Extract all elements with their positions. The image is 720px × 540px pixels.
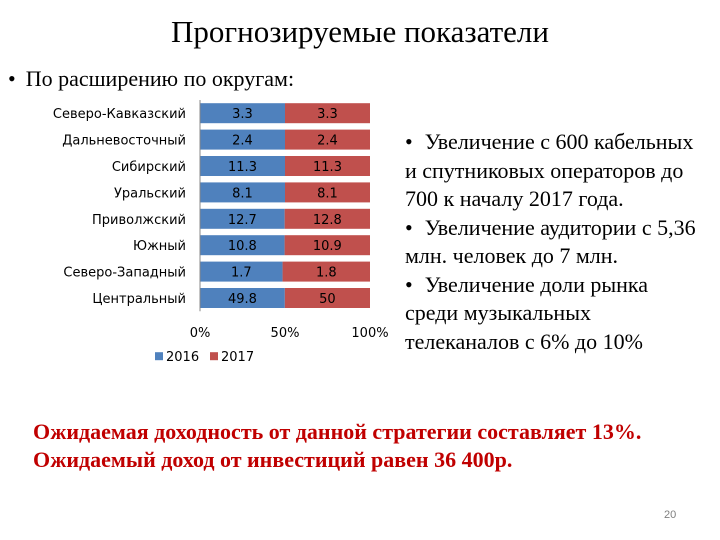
bar-2016 (200, 182, 285, 203)
data-label: 1.7 (231, 266, 252, 281)
legend-swatch (210, 352, 218, 361)
forecast-item-text: Увеличение с 600 кабельных и спутниковых… (405, 129, 694, 211)
bullet-marker: • (405, 129, 413, 154)
forecast-item: • Увеличение аудитории с 5,36 млн. челове… (405, 214, 705, 271)
bar-2017 (284, 288, 370, 308)
data-label: 11.3 (228, 160, 257, 175)
category-label: Северо-Западный (63, 266, 186, 281)
data-label: 50 (319, 292, 336, 307)
bar-2017 (285, 103, 370, 124)
forecast-item-text: Увеличение аудитории с 5,36 млн. человек… (405, 214, 696, 269)
bullet-marker: • (405, 271, 413, 297)
forecast-item-text: Увеличение доли рынка среди музыкальных … (405, 271, 649, 354)
category-label: Приволжский (92, 213, 186, 228)
legend-swatch (155, 352, 163, 361)
bar-2017 (284, 235, 370, 256)
bar-2016 (200, 129, 285, 150)
bar-2016 (200, 235, 285, 256)
data-label: 2.4 (232, 134, 253, 149)
category-label: Уральский (114, 186, 186, 201)
category-label: Центральный (92, 292, 186, 307)
data-label: 12.7 (228, 213, 257, 228)
data-label: 2.4 (317, 134, 338, 149)
bar-2017 (282, 261, 370, 282)
data-label: 12.8 (313, 213, 342, 228)
data-label: 11.3 (313, 160, 342, 175)
data-label: 3.3 (232, 107, 253, 122)
data-label: 8.1 (232, 186, 253, 201)
bullet-marker: • (405, 214, 413, 240)
bar-2017 (285, 182, 370, 203)
intro-text: По расширению по округам: (25, 66, 295, 91)
slide-title: Прогнозируемые показатели (171, 14, 549, 49)
forecast-item: • Увеличение с 600 кабельных и спутниковы… (405, 128, 705, 214)
bar-2016 (200, 261, 283, 282)
bar-2016 (200, 208, 285, 229)
bullet-marker: • (8, 66, 16, 91)
data-label: 8.1 (317, 186, 338, 201)
category-label: Северо-Кавказский (53, 107, 186, 122)
category-label: Дальневосточный (62, 134, 186, 149)
district-chart: 3.3 3.3 Северо-Кавказский 2.4 2.4 Дальневосто… (53, 100, 389, 365)
data-label: 1.8 (316, 266, 337, 281)
data-label: 10.9 (313, 239, 342, 254)
bar-2017 (285, 129, 370, 150)
data-label: 49.8 (228, 292, 257, 307)
x-tick-label: 100% (351, 326, 388, 341)
x-tick-label: 50% (271, 326, 300, 341)
forecast-bullets: • Увеличение с 600 кабельных и спутниковы… (405, 128, 705, 356)
page-number: 20 (664, 509, 677, 521)
legend-label: 2016 (166, 350, 199, 365)
bar-2016 (200, 156, 285, 176)
bar-2016 (200, 288, 285, 308)
bar-2017 (285, 156, 370, 176)
category-label: Южный (133, 239, 186, 254)
forecast-item: • Увеличение доли рынка среди музыкальных… (405, 271, 705, 357)
data-label: 3.3 (317, 107, 338, 122)
category-label: Сибирский (112, 160, 186, 175)
bar-2017 (284, 208, 370, 229)
data-label: 10.8 (228, 239, 257, 254)
conclusion-block: Ожидаемая доходность от данной стратегии… (33, 418, 693, 474)
expected-return: Ожидаемая доходность от данной стратегии… (33, 419, 642, 444)
bar-2016 (200, 103, 285, 124)
x-tick-label: 0% (190, 326, 211, 341)
legend-label: 2017 (221, 350, 254, 365)
intro-bullet: • По расширению по округам: (8, 66, 294, 92)
expected-income: Ожидаемый доход от инвестиций равен 36 4… (33, 447, 513, 472)
